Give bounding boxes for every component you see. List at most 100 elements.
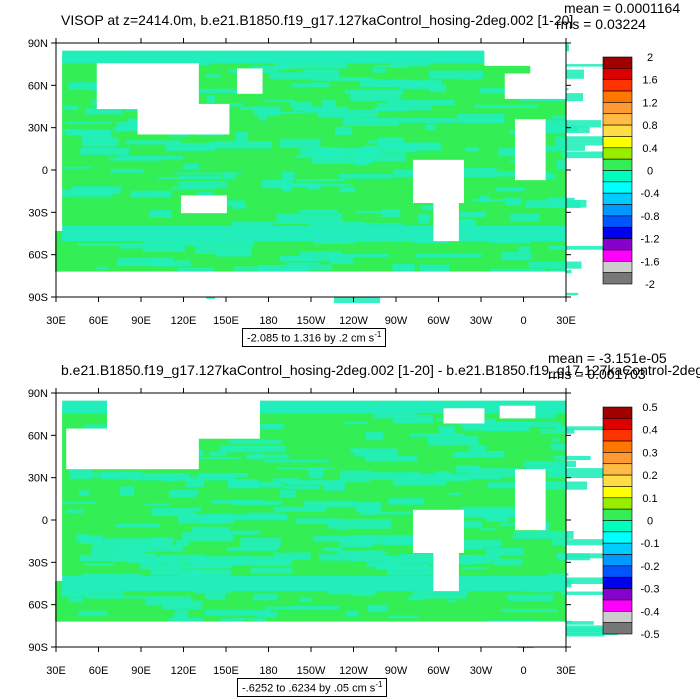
- contour-range-box: -.6252 to .6234 by .05 cm s-1: [237, 678, 388, 697]
- lon-tick-label: 30W: [470, 665, 493, 677]
- colorbar-label: -0.4: [641, 188, 660, 200]
- map-plot: 90N 60N 30N 0 30S 60S 90S 30E 60E 90E 120E 150E 180 1…: [28, 38, 660, 327]
- colorbar-label: -0.5: [641, 629, 660, 641]
- colorbar-swatch: [602, 418, 633, 430]
- colorbar-swatch: [602, 599, 633, 612]
- colorbar-swatch: [602, 452, 633, 465]
- colorbar-swatch: [602, 497, 633, 510]
- colorbar-label: 0.3: [642, 447, 657, 459]
- colorbar-swatch: [602, 238, 633, 251]
- colorbar-label: 0: [647, 516, 653, 528]
- lon-tick-label: 30E: [46, 665, 66, 677]
- lat-tick-label: 60N: [28, 430, 48, 442]
- lon-tick-label: 60W: [427, 665, 450, 677]
- lon-tick-label: 90E: [131, 315, 151, 327]
- colorbar-label: 0: [647, 166, 653, 178]
- lon-tick-label: 150W: [297, 665, 326, 677]
- colorbar-swatch: [602, 215, 633, 228]
- colorbar-swatch: [602, 622, 633, 635]
- contour-range-exponent: -1: [375, 680, 383, 689]
- colorbar-swatch: [602, 272, 633, 285]
- field-contours: [56, 393, 628, 649]
- map-plot: 90N 60N 30N 0 30S 60S 90S 30E 60E 90E 120E 150E 180 1…: [28, 388, 660, 677]
- colorbar-swatch: [602, 204, 633, 217]
- lon-tick-label: 30E: [46, 315, 66, 327]
- colorbar-swatch: [602, 170, 633, 183]
- lon-tick-label: 150E: [213, 315, 239, 327]
- lon-tick-label: 120E: [171, 315, 197, 327]
- colorbar-swatch: [602, 181, 633, 194]
- colorbar-swatch: [602, 90, 633, 103]
- panel-bottom: b.e21.B1850.f19_g17.127kaControl_hosing-…: [0, 350, 700, 700]
- lon-tick-label: 90W: [385, 315, 408, 327]
- colorbar-label: 0.1: [642, 493, 657, 505]
- lat-tick-label: 30S: [28, 207, 48, 219]
- colorbar: 2 1.6 1.2 0.8 0.4 0 -0.4 -0.8 -1.2 -1.6 -2: [602, 52, 660, 291]
- colorbar-swatch: [602, 249, 633, 262]
- colorbar-swatch: [602, 520, 633, 533]
- colorbar-label: -1.2: [641, 234, 660, 246]
- colorbar-swatch: [602, 102, 633, 115]
- rms-value: rms = 0.001703: [548, 366, 646, 382]
- rms-value: rms = 0.03224: [556, 16, 646, 32]
- lat-tick-label: 90S: [28, 292, 48, 304]
- land-mask: [56, 43, 566, 297]
- lon-tick-label: 30E: [556, 665, 576, 677]
- lat-tick-label: 30N: [28, 123, 48, 135]
- lon-tick-label: 120W: [339, 665, 368, 677]
- panel-title: b.e21.B1850.f19_g17.127kaControl_hosing-…: [61, 362, 700, 378]
- lat-tick-label: 90S: [28, 642, 48, 654]
- colorbar-swatch: [602, 588, 633, 601]
- colorbar-label: -0.2: [641, 561, 660, 573]
- colorbar-swatch: [602, 79, 633, 92]
- lon-tick-label: 120E: [171, 665, 197, 677]
- colorbar-label: 2: [647, 52, 653, 64]
- contour-range-box: -2.085 to 1.316 by .2 cm s-1: [242, 328, 387, 347]
- contour-range-text: -2.085 to 1.316 by .2 cm s: [247, 332, 375, 345]
- colorbar-swatch: [602, 68, 633, 80]
- colorbar-swatch: [602, 136, 633, 149]
- colorbar: 0.5 0.4 0.3 0.2 0.1 0 -0.1 -0.2 -0.3 -0.4 -0.5: [602, 402, 660, 641]
- colorbar-swatch: [602, 531, 633, 544]
- colorbar-swatch: [602, 508, 633, 521]
- lat-tick-label: 60N: [28, 80, 48, 92]
- colorbar-label: -2: [645, 279, 655, 291]
- lon-tick-label: 30E: [556, 315, 576, 327]
- panel-title: VISOP at z=2414.0m, b.e21.B1850.f19_g17.…: [61, 12, 574, 28]
- lon-tick-label: 180: [259, 315, 277, 327]
- colorbar-swatch: [602, 192, 633, 205]
- colorbar-swatch: [602, 158, 633, 171]
- colorbar-swatch: [602, 486, 633, 499]
- panel-top: VISOP at z=2414.0m, b.e21.B1850.f19_g17.…: [28, 0, 681, 347]
- lon-tick-label: 150W: [297, 315, 326, 327]
- lat-tick-label: 30S: [28, 557, 48, 569]
- lat-tick-label: 60S: [28, 600, 48, 612]
- colorbar-swatch: [602, 610, 633, 623]
- colorbar-swatch: [602, 474, 633, 487]
- colorbar-label: 1.2: [642, 97, 657, 109]
- lon-tick-label: 180: [259, 665, 277, 677]
- lat-tick-label: 90N: [28, 388, 48, 400]
- lon-tick-label: 30W: [470, 315, 493, 327]
- colorbar-swatch: [602, 147, 633, 160]
- lon-tick-label: 60W: [427, 315, 450, 327]
- mean-value: mean = 0.0001164: [564, 0, 681, 16]
- land-mask: [56, 393, 566, 647]
- lon-tick-label: 60E: [89, 665, 109, 677]
- colorbar-swatch: [602, 260, 633, 273]
- lat-tick-label: 60S: [28, 250, 48, 262]
- colorbar-swatch: [602, 124, 633, 137]
- colorbar-label: 0.4: [642, 425, 657, 437]
- lat-tick-label: 0: [42, 165, 48, 177]
- colorbar-label: -0.3: [641, 584, 660, 596]
- lon-tick-label: 150E: [213, 665, 239, 677]
- lat-tick-label: 0: [42, 515, 48, 527]
- colorbar-swatch: [602, 463, 633, 476]
- lon-tick-label: 0: [520, 315, 526, 327]
- lat-tick-label: 90N: [28, 38, 48, 50]
- colorbar-swatch: [602, 113, 633, 126]
- lon-tick-label: 120W: [339, 315, 368, 327]
- contour-range-text: -.6252 to .6234 by .05 cm s: [242, 682, 376, 695]
- colorbar-swatch: [602, 429, 633, 442]
- colorbar-label: -0.1: [641, 538, 660, 550]
